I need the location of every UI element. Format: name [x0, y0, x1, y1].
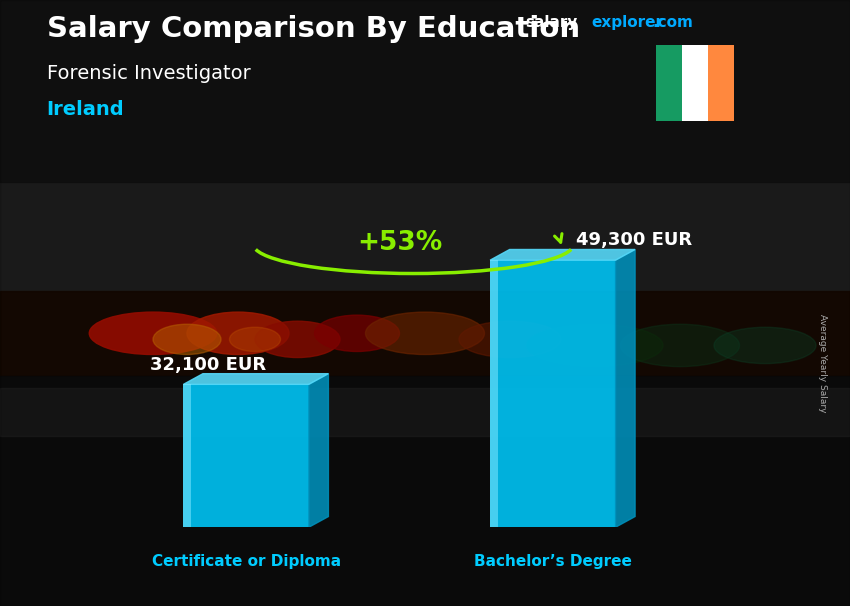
Bar	[0, 0, 850, 182]
Bar	[184, 384, 191, 527]
Polygon shape	[615, 250, 635, 527]
Text: .com: .com	[653, 15, 694, 30]
Bar	[184, 384, 309, 527]
Text: explorer: explorer	[592, 15, 664, 30]
Text: Forensic Investigator: Forensic Investigator	[47, 64, 251, 82]
Bar	[0, 291, 850, 376]
Text: Ireland: Ireland	[47, 100, 124, 119]
Bar	[683, 45, 708, 121]
Bar	[490, 260, 497, 527]
Polygon shape	[309, 374, 328, 527]
Text: Bachelor’s Degree: Bachelor’s Degree	[474, 554, 632, 569]
Polygon shape	[490, 250, 635, 260]
Bar	[656, 45, 683, 121]
Ellipse shape	[153, 324, 221, 355]
Polygon shape	[184, 374, 328, 384]
Ellipse shape	[714, 327, 816, 364]
Text: Salary Comparison By Education: Salary Comparison By Education	[47, 15, 580, 43]
Ellipse shape	[314, 315, 400, 351]
Ellipse shape	[366, 312, 484, 355]
Text: 32,100 EUR: 32,100 EUR	[150, 356, 267, 374]
Bar	[708, 45, 734, 121]
Ellipse shape	[89, 312, 217, 355]
Text: 49,300 EUR: 49,300 EUR	[576, 231, 693, 250]
Text: Certificate or Diploma: Certificate or Diploma	[151, 554, 341, 569]
Bar	[490, 260, 615, 527]
Bar	[0, 388, 850, 436]
Ellipse shape	[527, 324, 663, 367]
Text: +53%: +53%	[357, 230, 442, 256]
Bar	[0, 376, 850, 606]
Ellipse shape	[620, 324, 740, 367]
Ellipse shape	[187, 312, 289, 355]
Ellipse shape	[230, 327, 280, 351]
Ellipse shape	[459, 321, 561, 358]
Text: salary: salary	[525, 15, 578, 30]
Ellipse shape	[255, 321, 340, 358]
Text: Average Yearly Salary: Average Yearly Salary	[819, 315, 827, 413]
